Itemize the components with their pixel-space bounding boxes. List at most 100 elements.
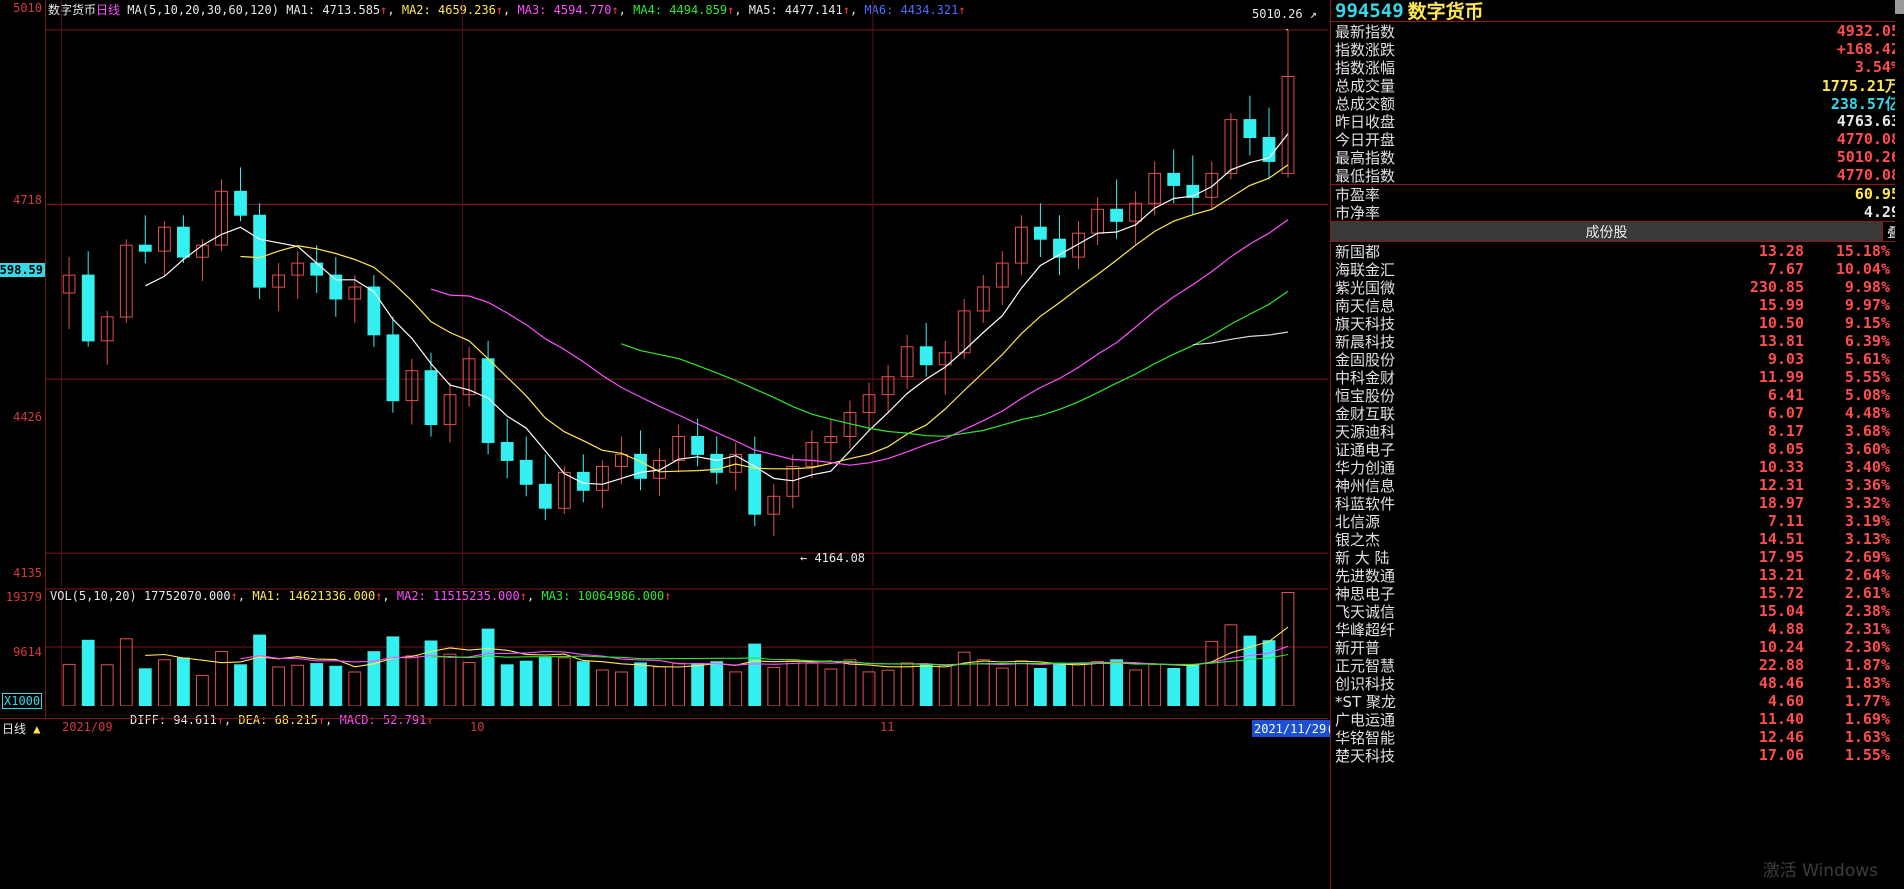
ma4-label: MA4: — [633, 3, 663, 17]
vol-tick-1: 9614 — [13, 645, 42, 659]
vol-title: VOL(5,10,20) — [50, 589, 137, 603]
constituent-change: 5.08% — [1844, 386, 1890, 404]
constituent-row[interactable]: 飞天诚信 15.04 2.38% — [1331, 602, 1904, 621]
macd-caption: DIFF: 94.611↑, DEA: 68.215↑, MACD: 52.79… — [130, 713, 434, 727]
vol-multiplier: X1000 — [2, 693, 43, 709]
panel-tabs[interactable]: 成份股 叠 — [1331, 222, 1904, 242]
vol-value: 17752070.000 — [143, 589, 231, 603]
constituent-row[interactable]: 新国都 13.28 15.18% — [1331, 242, 1904, 261]
ma4-value: 4494.859 — [669, 3, 728, 17]
constituent-row[interactable]: 华峰超纤 4.88 2.31% — [1331, 620, 1904, 639]
constituent-row[interactable]: 恒宝股份 6.41 5.08% — [1331, 386, 1904, 405]
constituent-row[interactable]: 银之杰 14.51 3.13% — [1331, 530, 1904, 549]
constituent-change: 3.40% — [1844, 458, 1890, 476]
caption-period[interactable]: 日线 — [96, 3, 121, 17]
constituent-row[interactable]: 正元智慧 22.88 1.87% — [1331, 656, 1904, 675]
constituent-price: 15.99 — [1758, 296, 1804, 314]
constituent-row[interactable]: 海联金汇 7.67 10.04% — [1331, 260, 1904, 279]
constituent-row[interactable]: 天源迪科 8.17 3.68% — [1331, 422, 1904, 441]
panel-symbol-code: 994549 — [1335, 0, 1404, 22]
tab-constituents[interactable]: 成份股 — [1331, 222, 1882, 241]
constituent-price: 8.05 — [1767, 440, 1804, 458]
ratio-value: 4.29 — [1863, 203, 1900, 221]
constituent-change: 1.87% — [1844, 656, 1890, 674]
constituent-row[interactable]: 证通电子 8.05 3.60% — [1331, 440, 1904, 459]
constituent-price: 4.88 — [1767, 620, 1804, 638]
constituent-change: 3.68% — [1844, 422, 1890, 440]
quote-label: 今日开盘 — [1335, 130, 1396, 149]
vol-ma1-arrow: ↑ — [375, 589, 383, 603]
constituent-row[interactable]: 北信源 7.11 3.19% — [1331, 512, 1904, 531]
constituent-row[interactable]: 神州信息 12.31 3.36% — [1331, 476, 1904, 495]
constituent-row[interactable]: 金财互联 6.07 4.48% — [1331, 404, 1904, 423]
ma2-value: 4659.236 — [438, 3, 496, 17]
constituent-price: 9.03 — [1767, 350, 1804, 368]
quote-label: 总成交额 — [1335, 94, 1396, 113]
constituent-price: 18.97 — [1758, 494, 1804, 512]
constituent-row[interactable]: 神思电子 15.72 2.61% — [1331, 584, 1904, 603]
constituent-row[interactable]: 楚天科技 17.06 1.55% — [1331, 746, 1904, 765]
constituent-row[interactable]: 先进数通 13.21 2.64% — [1331, 566, 1904, 585]
quote-value: +168.42 — [1836, 40, 1900, 58]
constituent-name: 神州信息 — [1335, 476, 1396, 495]
constituent-row[interactable]: 新开普 10.24 2.30% — [1331, 638, 1904, 657]
volume-chart-pane[interactable] — [46, 588, 1328, 706]
quote-row-volume: 总成交量 1775.21万 — [1331, 76, 1904, 95]
constituent-name: 北信源 — [1335, 512, 1381, 531]
constituent-name: 新晨科技 — [1335, 332, 1396, 351]
price-chart-svg[interactable] — [46, 0, 1328, 586]
constituent-row[interactable]: 新 大 陆 17.95 2.69% — [1331, 548, 1904, 567]
constituent-change: 5.55% — [1844, 368, 1890, 386]
volume-chart-svg[interactable] — [46, 588, 1328, 706]
constituent-change: 3.32% — [1844, 494, 1890, 512]
ma5-arrow: ↑ — [842, 3, 850, 17]
constituent-row[interactable]: *ST 聚龙 4.60 1.77% — [1331, 692, 1904, 711]
high-callout: 5010.26 ↗ — [1252, 7, 1318, 21]
scrollbar-thumb[interactable] — [1895, 0, 1904, 14]
macd-dea-label: DEA: — [238, 713, 268, 727]
indicator-caption: 数字货币日线 MA(5,10,20,30,60,120) MA1: 4713.5… — [48, 3, 966, 17]
constituent-change: 15.18% — [1835, 242, 1890, 260]
constituent-row[interactable]: 旗天科技 10.50 9.15% — [1331, 314, 1904, 333]
panel-symbol-name: 数字货币 — [1407, 1, 1484, 23]
quote-label: 总成交量 — [1335, 76, 1396, 95]
constituent-name: 广电运通 — [1335, 710, 1396, 729]
constituent-name: 先进数通 — [1335, 566, 1396, 585]
vol-ma2-value: 11515235.000 — [433, 589, 520, 603]
quote-value: 238.57亿 — [1830, 94, 1900, 113]
constituent-row[interactable]: 紫光国微 230.85 9.98% — [1331, 278, 1904, 297]
vol-ma2-label: MA2: — [396, 589, 426, 603]
constituent-change: 1.63% — [1844, 728, 1890, 746]
quote-row-low: 最低指数 4770.08 — [1331, 166, 1904, 185]
price-tick-3: 4135 — [13, 566, 42, 580]
constituent-row[interactable]: 华铭智能 12.46 1.63% — [1331, 728, 1904, 747]
constituent-change: 2.30% — [1844, 638, 1890, 656]
right-info-panel: 994549 数字货币 最新指数 4932.05 指数涨跌 +168.42 指数… — [1330, 0, 1904, 889]
ratio-label: 市净率 — [1335, 203, 1381, 222]
constituent-row[interactable]: 中科金财 11.99 5.55% — [1331, 368, 1904, 387]
quote-value: 3.54% — [1854, 58, 1900, 76]
constituent-row[interactable]: 新晨科技 13.81 6.39% — [1331, 332, 1904, 351]
constituent-name: 天源迪科 — [1335, 422, 1396, 441]
quote-rows: 最新指数 4932.05 指数涨跌 +168.42 指数涨幅 3.54% 总成交… — [1331, 22, 1904, 185]
price-chart-pane[interactable] — [46, 0, 1328, 586]
list-scrollbar[interactable] — [1895, 0, 1904, 889]
constituent-row[interactable]: 创识科技 48.46 1.83% — [1331, 674, 1904, 693]
constituent-change: 1.69% — [1844, 710, 1890, 728]
constituent-row[interactable]: 金固股份 9.03 5.61% — [1331, 350, 1904, 369]
vol-arrow: ↑ — [230, 589, 238, 603]
caption-ma-config: MA(5,10,20,30,60,120) — [127, 3, 279, 17]
constituent-row[interactable]: 广电运通 11.40 1.69% — [1331, 710, 1904, 729]
macd-diff-arrow: ↑ — [216, 713, 224, 727]
constituent-row[interactable]: 科蓝软件 18.97 3.32% — [1331, 494, 1904, 513]
vol-tick-0: 19379 — [5, 590, 42, 604]
constituent-name: 银之杰 — [1335, 530, 1381, 549]
constituent-row[interactable]: 华力创通 10.33 3.40% — [1331, 458, 1904, 477]
quote-value: 4770.08 — [1836, 130, 1900, 148]
constituent-change: 5.61% — [1844, 350, 1890, 368]
constituents-list[interactable]: 新国都 13.28 15.18% 海联金汇 7.67 10.04% 紫光国微 230.85 9.… — [1331, 242, 1904, 765]
constituent-price: 7.11 — [1767, 512, 1804, 530]
macd-arrow: ↑ — [426, 713, 434, 727]
constituent-row[interactable]: 南天信息 15.99 9.97% — [1331, 296, 1904, 315]
